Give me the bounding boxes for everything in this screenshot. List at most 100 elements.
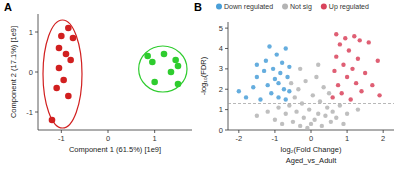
point — [316, 63, 320, 67]
point — [273, 118, 277, 122]
point — [53, 85, 60, 92]
point — [343, 36, 347, 40]
point — [341, 122, 345, 126]
point — [175, 63, 182, 70]
point — [332, 69, 336, 73]
x-tick — [347, 130, 348, 133]
y-axis-label: -log₁₀(FDR) — [199, 56, 208, 95]
y-tick-label: 2 — [219, 85, 223, 94]
point — [350, 67, 354, 71]
legend-marker — [282, 4, 288, 10]
point — [356, 107, 360, 111]
y-tick — [225, 68, 228, 69]
point — [65, 93, 72, 100]
y-tick — [225, 28, 228, 29]
point — [287, 65, 291, 69]
point — [377, 93, 381, 97]
point — [149, 59, 156, 66]
point — [358, 38, 362, 42]
x-tick — [108, 130, 109, 133]
y-tick — [225, 130, 228, 131]
point — [58, 33, 65, 40]
x-tick — [311, 130, 312, 133]
point — [265, 109, 269, 113]
y-axis-label: Component 2 (17.1%) [1e9] — [9, 26, 18, 118]
point — [265, 83, 269, 87]
group-ellipse — [139, 46, 187, 92]
point — [56, 45, 63, 52]
legend-label: Not sig — [290, 3, 312, 11]
point — [325, 105, 329, 109]
point — [151, 79, 158, 86]
point — [312, 118, 316, 122]
y-tick-label: -1 — [26, 108, 33, 117]
point — [244, 95, 248, 99]
legend-label: Up regulated — [329, 3, 369, 11]
point — [70, 35, 77, 42]
point — [276, 105, 280, 109]
panel-label: B — [194, 1, 202, 13]
reference-line — [228, 103, 394, 104]
group-ellipse — [43, 20, 82, 128]
point — [168, 69, 175, 76]
legend: Down regulated Not sig Up regulated — [216, 3, 369, 11]
point — [251, 85, 255, 89]
point — [309, 122, 313, 126]
point — [276, 95, 280, 99]
panel: B-2-1012012345log₂(Fold Change)Aged_vs_A… — [194, 1, 394, 165]
point — [316, 111, 320, 115]
point — [338, 42, 342, 46]
y-tick — [35, 32, 38, 33]
point — [276, 81, 280, 85]
point — [330, 109, 334, 113]
point — [348, 97, 352, 101]
y-tick-label: 5 — [219, 24, 223, 33]
panel: A-101-101Component 1 (61.5%) [1e9]Compon… — [4, 1, 192, 154]
point — [293, 95, 297, 99]
point — [367, 40, 371, 44]
y-axis — [228, 22, 229, 130]
point — [161, 51, 168, 58]
point — [298, 124, 302, 128]
point — [305, 126, 309, 130]
point — [345, 111, 349, 115]
point — [347, 48, 351, 52]
point — [271, 67, 275, 71]
x-tick — [274, 130, 275, 133]
point — [282, 87, 286, 91]
x-tick-label: 2 — [381, 134, 385, 143]
point — [291, 120, 295, 124]
y-tick — [35, 72, 38, 73]
x-tick-label: -1 — [272, 134, 279, 143]
point — [262, 69, 266, 73]
point — [264, 59, 268, 63]
legend-marker — [321, 4, 327, 10]
point — [345, 75, 349, 79]
legend-label: Down regulated — [224, 3, 273, 11]
point — [67, 57, 74, 64]
y-tick-label: 0 — [219, 126, 223, 135]
x-tick-label: 0 — [309, 134, 313, 143]
point — [285, 75, 289, 79]
subtitle: Aged_vs_Adult — [286, 156, 337, 165]
x-tick — [154, 130, 155, 133]
x-tick-label: 0 — [106, 134, 110, 143]
point — [284, 111, 288, 115]
x-axis-label: log₂(Fold Change) — [281, 145, 342, 154]
plot-area — [43, 20, 187, 128]
point — [330, 95, 334, 99]
x-tick — [383, 130, 384, 133]
y-tick — [35, 112, 38, 113]
point — [363, 71, 367, 75]
point — [338, 103, 342, 107]
point — [175, 81, 182, 88]
point — [321, 85, 325, 89]
point — [280, 122, 284, 126]
point — [334, 32, 338, 36]
point — [352, 34, 356, 38]
point — [144, 53, 151, 60]
point — [334, 54, 338, 58]
point — [294, 109, 298, 113]
point — [354, 81, 358, 85]
point — [311, 93, 315, 97]
